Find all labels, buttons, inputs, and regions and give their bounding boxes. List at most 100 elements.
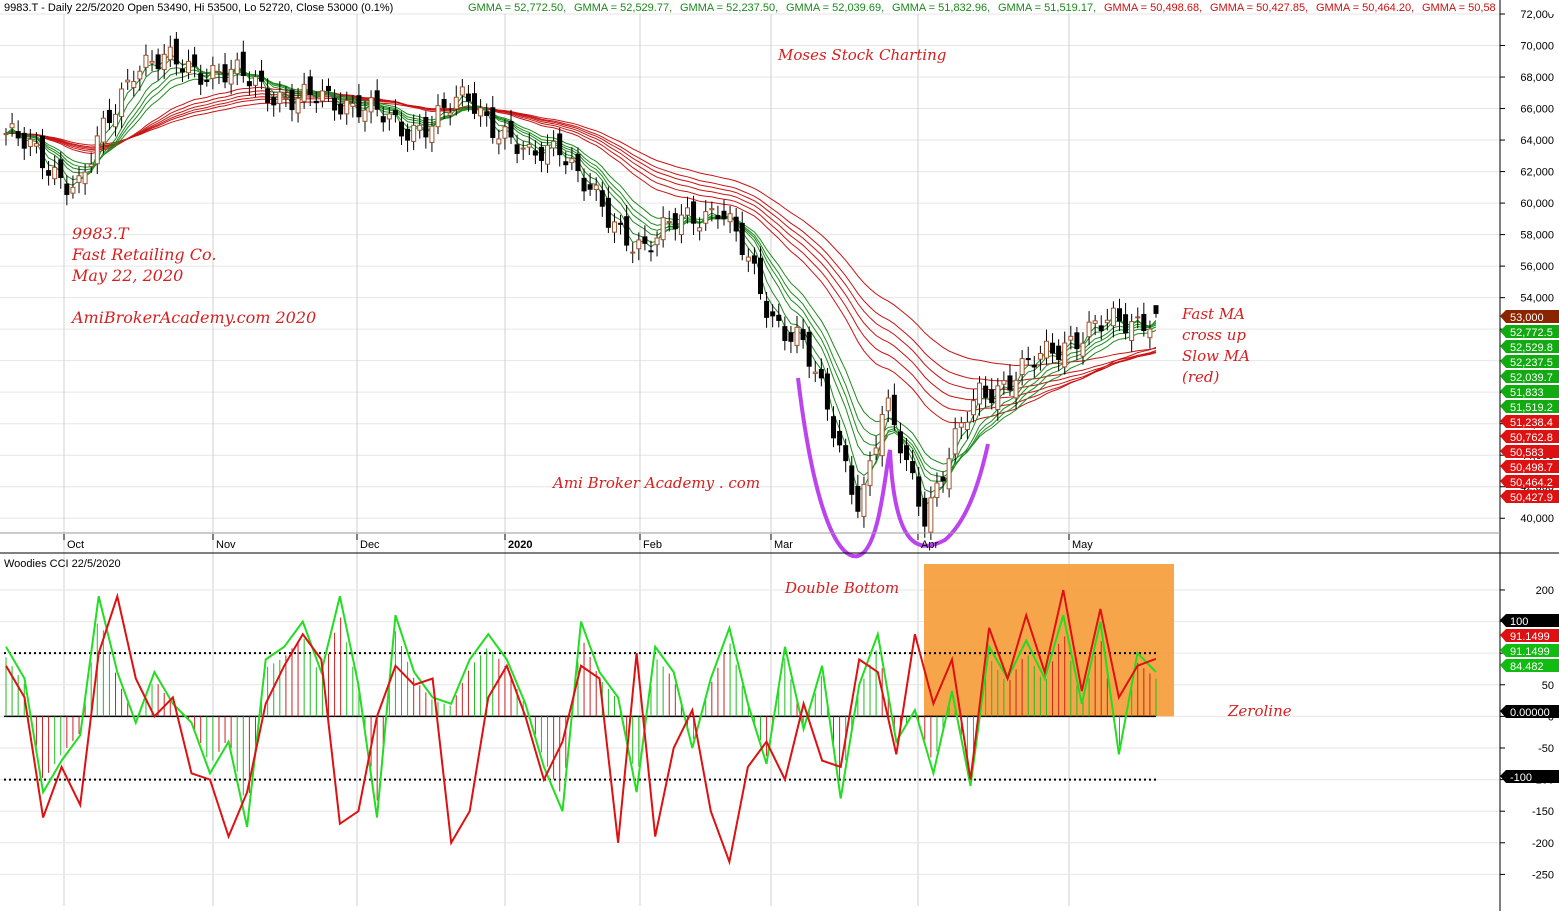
candle-body [1001, 380, 1007, 385]
candle-body [873, 447, 879, 455]
candle-body [429, 125, 435, 143]
candle-body [1080, 342, 1086, 357]
candle-body [824, 373, 830, 410]
candle-body [624, 216, 630, 246]
candle-body [995, 385, 1001, 410]
price-tag: 50,427.9 [1500, 490, 1559, 504]
fast-ma-line [5, 53, 1157, 506]
price-tag-text: 50,762.8 [1510, 432, 1553, 444]
fast-ma-line3: Slow MA [1182, 347, 1250, 365]
ticker-annotation: 9983.T [72, 224, 130, 243]
candle-body [313, 100, 319, 104]
candle-body [265, 88, 271, 103]
candle-body [1147, 328, 1153, 339]
candle-body [100, 117, 106, 143]
candle-body [277, 91, 283, 105]
x-tick-label: May [1072, 539, 1093, 551]
price-tag: 52,039.7 [1500, 370, 1559, 384]
price-tag: 50,498.7 [1500, 460, 1559, 474]
candle-body [958, 422, 964, 428]
header-clip [1549, 0, 1559, 14]
cci-tag-bg [1500, 614, 1559, 627]
candle-body [691, 201, 697, 224]
x-tick-label: Nov [216, 539, 236, 551]
candle-body [1141, 314, 1147, 332]
slow-ma-line [5, 93, 1157, 401]
candle-body [1050, 342, 1056, 354]
price-tag-text: 50,583 [1510, 447, 1544, 459]
candle-body [198, 73, 204, 85]
price-tick-label: 62,000 [1520, 167, 1554, 179]
candle-body [1104, 319, 1110, 324]
candle-body [179, 68, 185, 73]
candle-body [508, 120, 514, 138]
cci-tag-bg [1500, 659, 1559, 672]
price-tag-bg [1500, 475, 1559, 488]
candle-body [970, 400, 976, 416]
candle-body [3, 133, 9, 136]
x-tick-label: Feb [643, 539, 662, 551]
price-tag-bg [1500, 370, 1559, 383]
gmma-header-item: GMMA = 50,427.85, [1210, 2, 1308, 14]
fast-ma-line1: Fast MA [1181, 305, 1245, 323]
candle-body [964, 421, 970, 431]
cci-tag-text: 0.00000 [1510, 707, 1550, 719]
candle-body [1031, 364, 1037, 368]
candle-body [1110, 307, 1116, 327]
candle-body [764, 300, 770, 318]
price-tag: 50,464.2 [1500, 475, 1559, 489]
fast-ma-line2: cross up [1182, 326, 1246, 344]
candle-body [891, 394, 897, 426]
candle-body [289, 89, 295, 111]
price-tag-text: 52,772.5 [1510, 327, 1553, 339]
candle-body [806, 331, 812, 367]
candle-body [557, 133, 563, 156]
candle-body [794, 326, 800, 346]
price-tag-bg [1500, 385, 1559, 398]
cci-tag-text: -100 [1510, 772, 1532, 784]
candle-body [58, 159, 64, 178]
x-tick-label: Oct [67, 539, 84, 551]
cci-tag-text: 84.482 [1510, 661, 1544, 673]
candle-body [149, 60, 155, 64]
candle-body [928, 497, 934, 533]
candle-body [843, 445, 849, 462]
candle-body [228, 68, 234, 85]
candle-body [484, 111, 490, 116]
candle-body [167, 46, 173, 61]
fast-ma-line4: (red) [1182, 368, 1220, 386]
price-tag-bg [1500, 355, 1559, 368]
candle-body [837, 430, 843, 446]
cci-highlight-box [924, 564, 1174, 717]
candle-body [478, 107, 484, 117]
candle-body [678, 214, 684, 236]
candle-body [812, 371, 818, 374]
candle-body [423, 116, 429, 138]
candle-body [1135, 316, 1141, 319]
price-tick-label: 66,000 [1520, 104, 1554, 116]
candle-body [885, 397, 891, 412]
candle-body [581, 177, 587, 192]
chart-title: 9983.T - Daily 22/5/2020 Open 53490, Hi … [4, 2, 393, 14]
candle-body [946, 458, 952, 490]
cci-value-tag: 91.1499 [1500, 644, 1559, 658]
candle-body [514, 144, 520, 154]
price-tick-label: 58,000 [1520, 230, 1554, 242]
cci-tag-bg [1500, 770, 1559, 783]
candle-body [739, 222, 745, 255]
price-tag-bg [1500, 325, 1559, 338]
candle-body [143, 54, 149, 68]
candle-body [538, 146, 544, 161]
candle-body [386, 113, 392, 120]
gmma-header-item: GMMA = 51,519.17, [998, 2, 1096, 14]
price-tag-bg [1500, 490, 1559, 503]
price-tag: 51,238.4 [1500, 415, 1559, 429]
candle-body [94, 135, 100, 165]
candle-body [715, 215, 721, 220]
cci-tag-bg [1500, 644, 1559, 657]
gmma-header-item: GMMA = 51,832.96, [892, 2, 990, 14]
candle-body [350, 103, 356, 107]
gmma-header-item: GMMA = 52,237.50, [680, 2, 778, 14]
